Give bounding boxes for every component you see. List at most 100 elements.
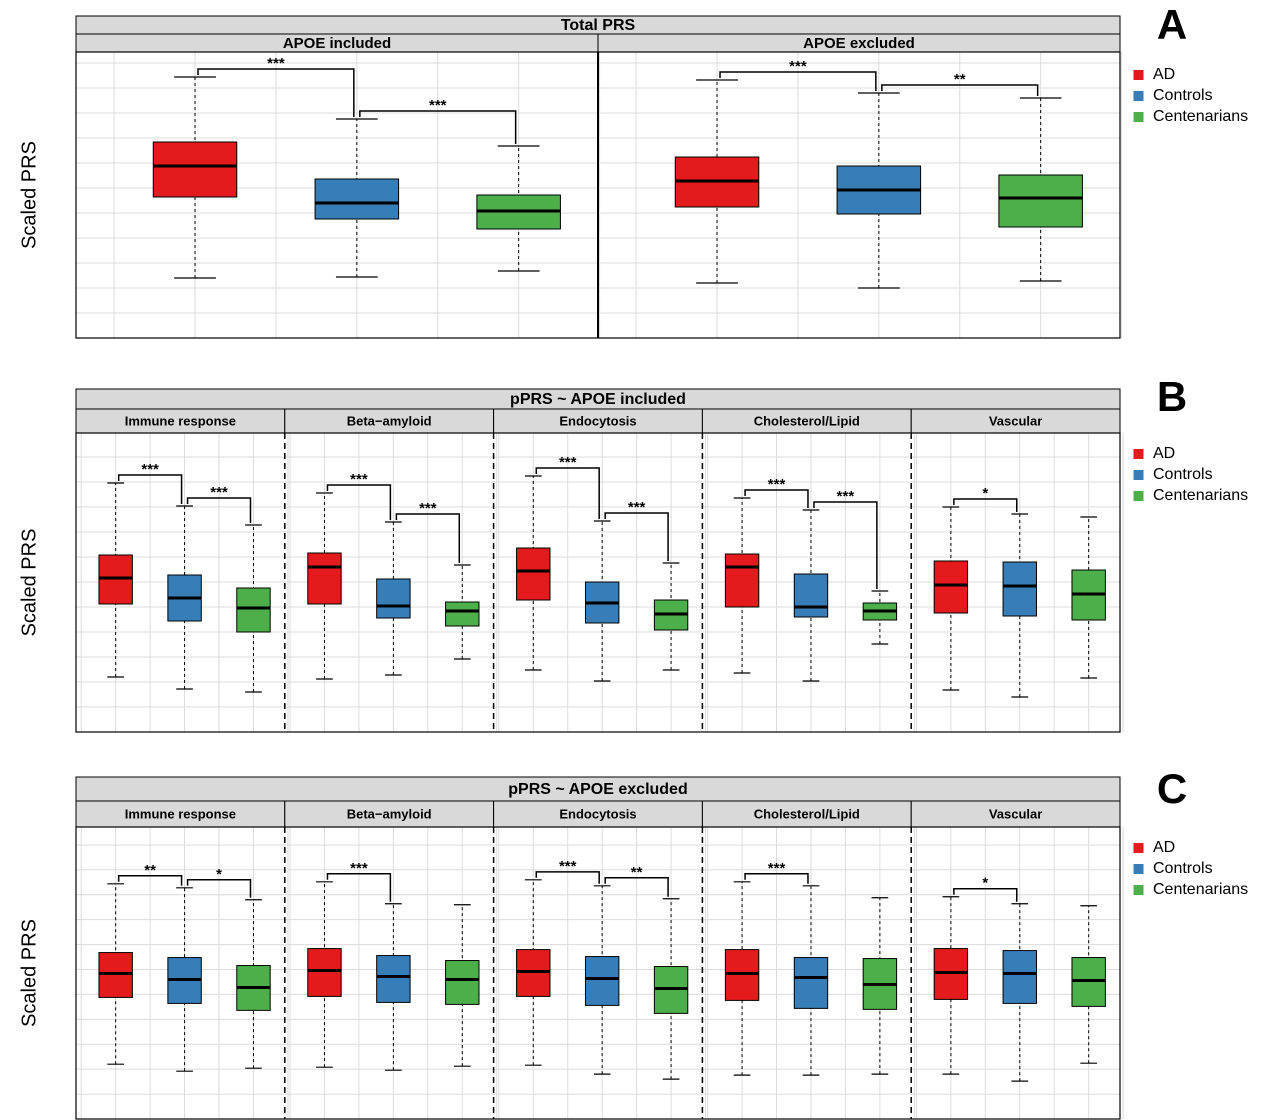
legend-swatch xyxy=(1132,842,1145,854)
box xyxy=(998,174,1083,228)
legend-label: AD xyxy=(1153,839,1175,856)
significance-bracket xyxy=(953,498,1018,512)
box xyxy=(445,960,480,1005)
facet-label: Beta−amyloid xyxy=(347,413,432,428)
box xyxy=(376,578,411,619)
significance-label: *** xyxy=(559,454,577,471)
legend-swatch xyxy=(1132,863,1145,875)
facet-label: Immune response xyxy=(125,413,236,428)
significance-bracket xyxy=(117,875,183,886)
significance-bracket xyxy=(604,877,669,897)
legend-label: AD xyxy=(1153,66,1175,83)
significance-label: *** xyxy=(789,58,807,75)
significance-label: *** xyxy=(837,488,855,505)
panel-letter: B xyxy=(1157,373,1187,420)
facet-label: Beta−amyloid xyxy=(347,806,432,821)
legend-label: Controls xyxy=(1153,466,1213,483)
significance-label: *** xyxy=(350,471,368,488)
box xyxy=(724,553,760,608)
legend-label: Centenarians xyxy=(1153,881,1248,898)
box xyxy=(933,560,969,614)
panel-letter: A xyxy=(1157,1,1187,48)
panel-title: pPRS ~ APOE excluded xyxy=(508,781,687,798)
legend-label: Controls xyxy=(1153,87,1213,104)
significance-bracket xyxy=(535,467,600,519)
legend-swatch xyxy=(1132,90,1145,102)
plot-border xyxy=(75,51,1121,339)
significance-label: *** xyxy=(768,476,786,493)
facet-strip xyxy=(75,408,286,434)
y-axis-label: Scaled PRS xyxy=(18,919,40,1027)
title-strip xyxy=(75,776,1121,802)
significance-label: *** xyxy=(210,484,228,501)
legend-label: Centenarians xyxy=(1153,108,1248,125)
panel-title: Total PRS xyxy=(561,17,636,34)
facet-label: Cholesterol/Lipid xyxy=(754,806,860,821)
facet-strip xyxy=(75,800,286,828)
facet-strip xyxy=(701,800,912,828)
box xyxy=(1002,561,1037,617)
legend-label: Centenarians xyxy=(1153,487,1248,504)
significance-bracket xyxy=(186,497,252,523)
facet-strip xyxy=(910,800,1121,828)
facet-strip xyxy=(910,408,1121,434)
significance-bracket xyxy=(744,873,809,884)
significance-label: *** xyxy=(350,860,368,877)
significance-label: ** xyxy=(144,862,156,879)
facet-label: APOE included xyxy=(283,35,391,52)
significance-label: *** xyxy=(267,55,285,72)
significance-bracket xyxy=(744,489,809,508)
box xyxy=(236,587,271,633)
significance-label: *** xyxy=(768,860,786,877)
significance-bracket xyxy=(197,68,355,117)
box xyxy=(1002,950,1037,1004)
significance-bracket xyxy=(359,110,517,144)
plot-border xyxy=(75,432,1121,733)
y-axis-label: Scaled PRS xyxy=(18,529,40,637)
legend-swatch xyxy=(1132,884,1145,896)
significance-bracket xyxy=(604,512,669,561)
significance-label: *** xyxy=(628,499,646,516)
box xyxy=(793,573,829,618)
legend-swatch xyxy=(1132,490,1145,502)
box xyxy=(376,955,411,1003)
significance-bracket xyxy=(953,888,1018,902)
facet-label: Immune response xyxy=(125,806,236,821)
significance-bracket xyxy=(881,84,1039,96)
significance-label: * xyxy=(982,485,988,502)
facet-label: Endocytosis xyxy=(559,806,636,821)
legend-swatch xyxy=(1132,111,1145,123)
box xyxy=(307,948,342,997)
legend-label: Controls xyxy=(1153,860,1213,877)
significance-bracket xyxy=(326,873,392,902)
box xyxy=(516,547,551,601)
significance-label: *** xyxy=(419,500,437,517)
significance-bracket xyxy=(186,879,252,898)
legend-label: AD xyxy=(1153,445,1175,462)
facet-label: Vascular xyxy=(989,806,1043,821)
significance-bracket xyxy=(117,474,183,504)
box xyxy=(307,552,342,605)
significance-label: * xyxy=(982,875,988,892)
significance-label: ** xyxy=(631,864,643,881)
significance-label: ** xyxy=(954,71,966,88)
box xyxy=(584,956,620,1006)
significance-bracket xyxy=(535,871,600,884)
legend-swatch xyxy=(1132,469,1145,481)
y-axis-label: Scaled PRS xyxy=(18,141,40,249)
facet-label: Vascular xyxy=(989,413,1043,428)
facet-strip xyxy=(493,800,703,828)
facet-label: Cholesterol/Lipid xyxy=(754,413,860,428)
facet-strip xyxy=(701,408,912,434)
significance-bracket xyxy=(813,501,878,589)
panel-title: pPRS ~ APOE included xyxy=(510,391,686,408)
significance-label: *** xyxy=(141,461,159,478)
box xyxy=(152,141,238,198)
significance-label: *** xyxy=(559,858,577,875)
box xyxy=(793,957,829,1009)
panel-letter: C xyxy=(1157,765,1187,812)
box xyxy=(445,601,480,627)
significance-bracket xyxy=(326,484,392,520)
plot-border xyxy=(75,826,1121,1120)
